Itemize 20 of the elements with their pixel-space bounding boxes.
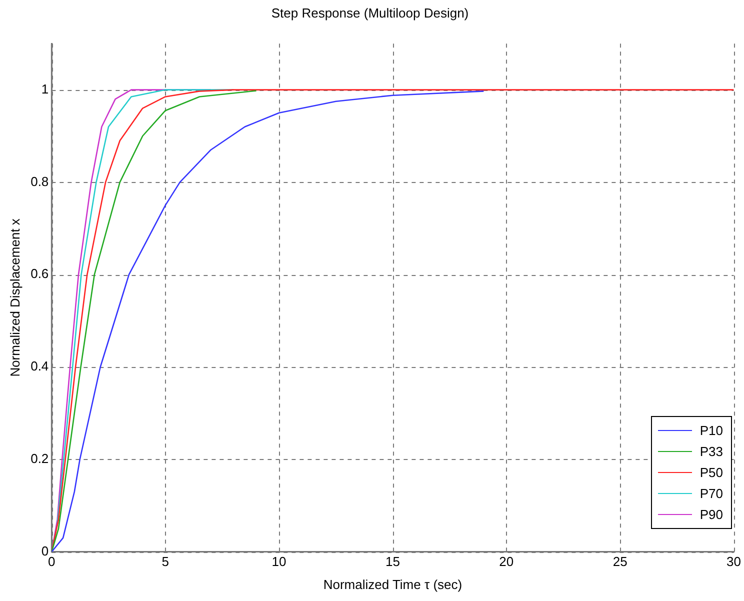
- legend-label: P90: [700, 507, 723, 522]
- legend-label: P33: [700, 444, 723, 459]
- y-tick-label: 1: [41, 81, 49, 96]
- x-tick-label: 20: [499, 554, 514, 570]
- y-tick-label: 0.2: [30, 450, 49, 466]
- y-axis-title: Normalized Displacement x: [7, 218, 22, 377]
- x-tick-label: 5: [162, 554, 169, 570]
- y-tick-label: 0: [41, 543, 49, 558]
- x-tick-label: 15: [385, 554, 400, 570]
- x-axis-title: Normalized Time τ (sec): [323, 576, 462, 592]
- legend-label: P50: [700, 465, 723, 480]
- y-tick-label: 0.8: [30, 174, 49, 189]
- y-tick-label: 0.4: [30, 358, 49, 374]
- chart-title: Step Response (Multiloop Design): [271, 5, 469, 20]
- y-tick-label: 0.6: [30, 266, 49, 282]
- x-tick-label: 10: [272, 554, 286, 570]
- x-tick-label: 30: [726, 554, 742, 570]
- legend-label: P70: [700, 486, 723, 501]
- x-tick-label: 25: [612, 554, 628, 570]
- legend-label: P10: [700, 423, 723, 438]
